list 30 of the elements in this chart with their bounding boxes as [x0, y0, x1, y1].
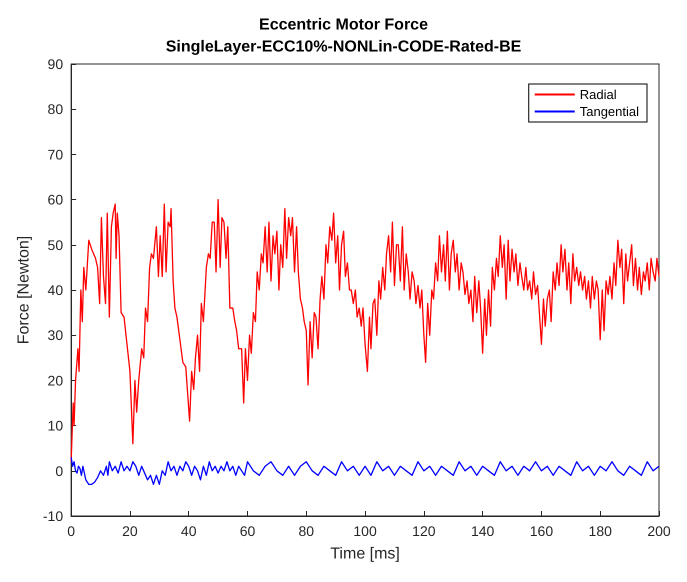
x-tick-label: 20: [122, 523, 138, 539]
chart-title: Eccentric Motor Force: [259, 16, 428, 34]
x-tick-label: 80: [298, 523, 314, 539]
y-tick-label: 40: [48, 282, 64, 298]
x-tick-label: 40: [180, 523, 197, 539]
y-tick-label: 60: [48, 192, 64, 208]
x-tick-label: 200: [647, 523, 671, 539]
x-tick-label: 140: [470, 523, 495, 539]
y-tick-label: -10: [42, 508, 64, 524]
x-tick-label: 60: [240, 523, 256, 539]
x-tick-label: 120: [412, 523, 436, 539]
x-tick-label: 160: [530, 523, 554, 539]
y-tick-label: 30: [48, 327, 64, 344]
y-tick-label: 20: [48, 372, 64, 388]
x-axis-title: Time [ms]: [330, 546, 400, 562]
y-axis-title: Force [Newton]: [16, 236, 32, 344]
x-tick-label: 0: [67, 523, 76, 539]
x-tick-label: 100: [353, 523, 377, 539]
y-tick-label: 80: [48, 101, 64, 118]
line-series: [70, 198, 660, 462]
legend-label: Radial: [580, 87, 617, 102]
y-tick-label: 50: [48, 236, 64, 253]
y-tick-label: 90: [48, 56, 64, 72]
legend-label: Tangential: [580, 104, 640, 119]
x-tick-label: 180: [588, 523, 612, 539]
y-tick-label: 70: [48, 146, 64, 162]
y-tick-label: 0: [55, 462, 64, 479]
chart-subtitle: SingleLayer-ECC10%-NONLin-CODE-Rated-BE: [166, 38, 522, 56]
y-tick-label: 10: [48, 418, 64, 434]
line-series: [70, 456, 660, 486]
